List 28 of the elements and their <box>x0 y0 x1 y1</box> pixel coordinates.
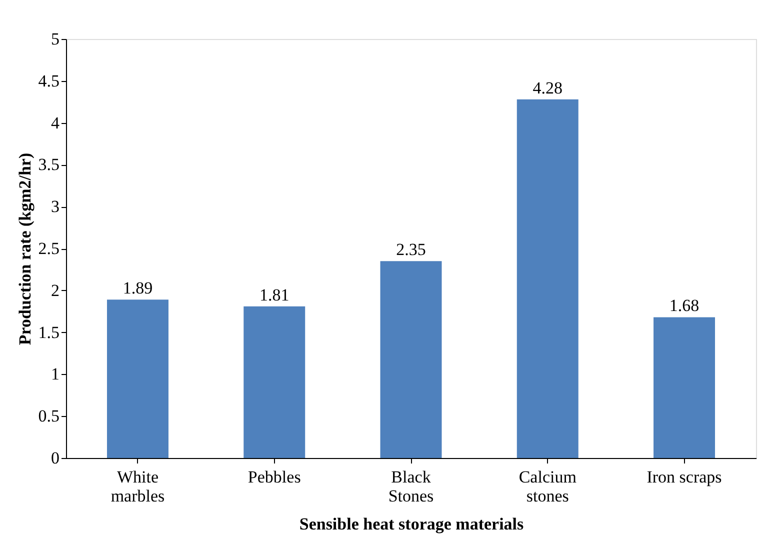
x-tick-label: Iron scraps <box>646 468 722 486</box>
data-label: 1.68 <box>669 296 700 316</box>
x-tick-label: Black Stones <box>388 468 434 506</box>
data-label: 4.28 <box>532 78 563 98</box>
y-tick-label: 1.5 <box>38 322 60 342</box>
x-tick-label: Pebbles <box>248 468 301 486</box>
y-tick-label: 4.5 <box>38 71 60 90</box>
y-tick-label: 3.5 <box>38 155 60 174</box>
y-tick-label: 4 <box>51 113 60 132</box>
data-label: 1.89 <box>122 278 153 298</box>
y-tick-label: 5 <box>51 30 60 48</box>
data-label: 2.35 <box>396 240 426 260</box>
y-tick-label: 2.5 <box>38 239 60 258</box>
y-tick-label: 2 <box>51 280 60 300</box>
bar <box>654 317 716 458</box>
x-tick-label: White marbles <box>110 468 165 506</box>
y-tick-label: 0 <box>51 448 60 468</box>
bar <box>106 300 168 458</box>
y-tick-label: 3 <box>51 197 60 216</box>
y-tick-label: 1 <box>51 364 60 384</box>
data-label: 1.81 <box>259 285 290 304</box>
y-tick-label: 0.5 <box>38 406 60 426</box>
bar <box>380 261 442 458</box>
x-tick-label: Calcium stones <box>518 468 576 506</box>
bar <box>516 99 578 458</box>
bar <box>244 306 306 458</box>
y-axis-title: Production rate (kgm2/hr) <box>15 152 34 346</box>
x-axis-title: Sensible heat storage materials <box>299 514 524 534</box>
